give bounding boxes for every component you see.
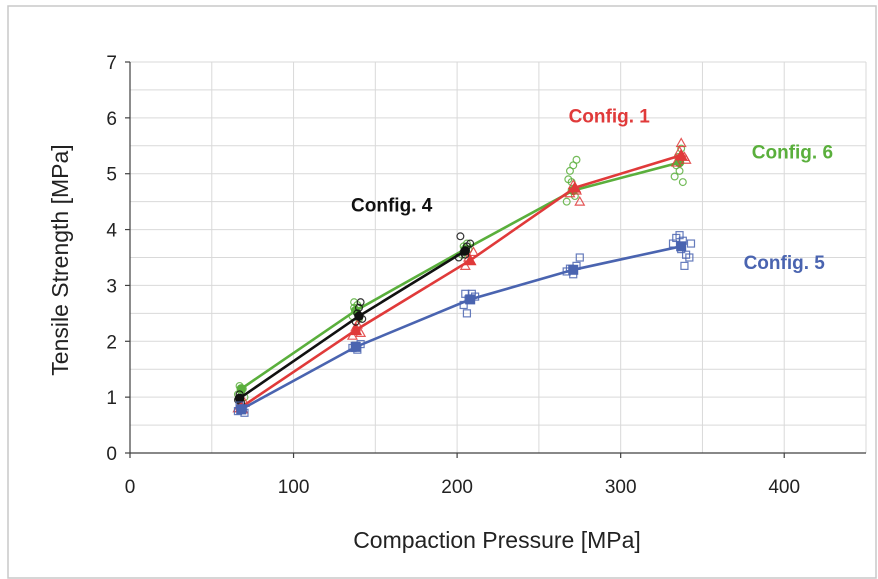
data-point-config-1 (670, 156, 682, 167)
data-point-config-4 (356, 298, 365, 307)
series-plot-area (232, 137, 696, 417)
x-tick-label: 300 (605, 477, 637, 498)
series-config-4 (233, 232, 475, 407)
series-label-config-4: Config. 4 (351, 195, 433, 216)
y-tick-label: 6 (106, 109, 117, 130)
chart-frame (7, 5, 877, 579)
x-tick-label: 0 (125, 477, 136, 498)
y-tick-label: 0 (106, 444, 117, 465)
data-point-config-4 (466, 239, 475, 248)
mean-marker-config-1 (568, 181, 582, 193)
data-point-config-6 (670, 172, 679, 181)
axes (125, 61, 866, 458)
mean-marker-config-5 (236, 404, 247, 415)
mean-marker-config-1 (674, 148, 688, 161)
mean-marker-config-4 (460, 246, 470, 256)
grid (130, 61, 867, 453)
series-config-1 (232, 137, 692, 414)
mean-marker-config-1 (349, 323, 363, 336)
series-label-config-6: Config. 6 (752, 142, 833, 163)
data-point-config-5 (462, 309, 472, 318)
data-point-config-5 (680, 261, 689, 270)
series-annotations: Config. 1 Config. 6 Config. 4 Config. 5 (351, 107, 833, 274)
mean-marker-config-5 (568, 264, 579, 275)
mean-marker-config-1 (463, 253, 477, 266)
x-axis-title: Compaction Pressure [MPa] (353, 527, 641, 553)
data-point-config-1 (574, 195, 586, 206)
y-tick-label: 1 (106, 388, 117, 409)
mean-marker-config-5 (676, 241, 687, 252)
mean-marker-config-4 (354, 311, 364, 321)
data-point-config-5 (685, 253, 694, 262)
x-tick-label: 200 (441, 477, 473, 498)
data-point-config-6 (572, 155, 581, 164)
y-tick-label: 3 (106, 276, 117, 297)
y-tick-labels: 0 1 2 3 4 5 6 7 (106, 53, 117, 465)
data-point-config-1 (467, 246, 479, 257)
data-point-config-4 (456, 232, 465, 241)
y-tick-label: 5 (106, 165, 117, 186)
mean-marker-config-4 (234, 393, 245, 403)
y-tick-label: 2 (106, 332, 117, 353)
data-point-config-6 (675, 166, 684, 175)
y-tick-label: 4 (106, 221, 117, 242)
x-tick-labels: 0 100 200 300 400 (125, 477, 800, 498)
data-point-config-6 (562, 197, 571, 206)
data-point-config-1 (675, 137, 687, 148)
x-tick-label: 400 (768, 477, 800, 498)
data-point-config-5 (575, 253, 584, 262)
mean-marker-config-5 (350, 341, 361, 352)
series-label-config-5: Config. 5 (744, 253, 826, 274)
data-point-config-5 (686, 239, 696, 248)
data-point-config-6 (678, 178, 687, 187)
series-config-5 (233, 231, 696, 417)
mean-marker-config-5 (465, 294, 476, 305)
series-label-config-1: Config. 1 (569, 107, 651, 128)
y-tick-label: 7 (106, 53, 117, 74)
y-axis-title: Tensile Strength [MPa] (47, 144, 73, 375)
x-tick-label: 100 (278, 477, 310, 498)
data-point-config-4 (354, 303, 363, 312)
